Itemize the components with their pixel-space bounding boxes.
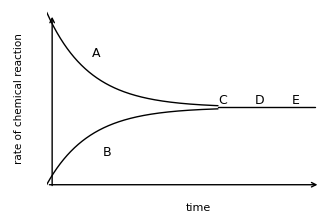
Text: D: D	[255, 94, 264, 107]
Text: C: C	[218, 94, 226, 107]
Text: rate of chemical reaction: rate of chemical reaction	[14, 33, 24, 164]
Text: B: B	[103, 146, 112, 159]
Text: time: time	[186, 203, 211, 213]
Text: A: A	[92, 47, 101, 60]
Text: E: E	[291, 94, 299, 107]
